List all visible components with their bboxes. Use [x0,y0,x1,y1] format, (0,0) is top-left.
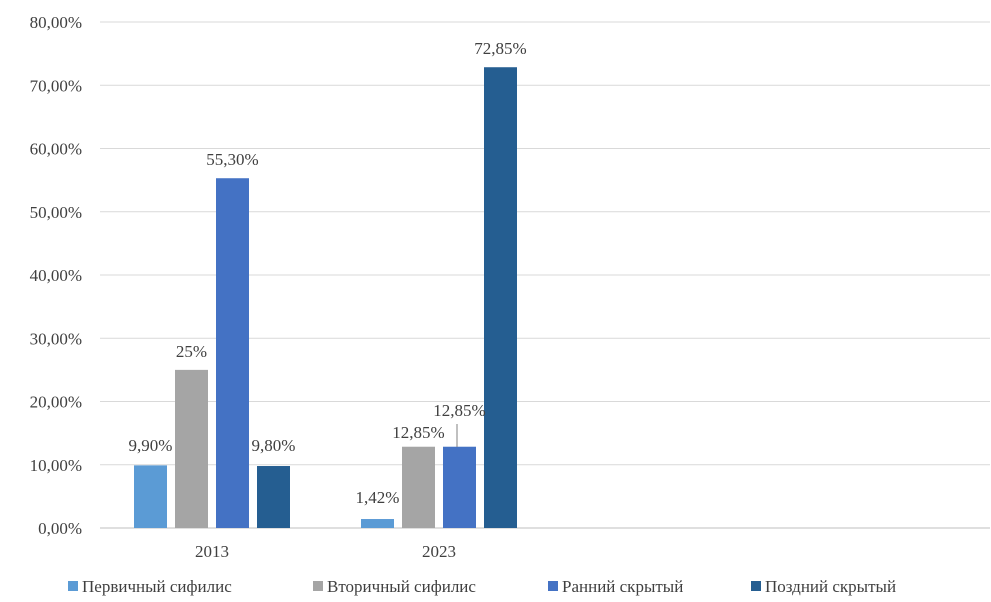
x-category-label: 2023 [422,542,456,561]
bar[interactable] [134,465,167,528]
data-label: 12,85% [392,423,444,442]
bar[interactable] [484,67,517,528]
bar[interactable] [443,446,476,528]
bar[interactable] [216,178,249,529]
data-label: 72,85% [474,39,526,58]
legend-label: Поздний скрытый [765,577,896,596]
data-label: 25% [176,342,207,361]
bar[interactable] [402,446,435,528]
y-tick-label: 30,00% [30,329,82,348]
data-label: 1,42% [356,488,400,507]
data-label: 12,85% [433,401,485,420]
y-tick-label: 0,00% [38,519,82,538]
y-tick-label: 10,00% [30,456,82,475]
bar[interactable] [257,466,290,528]
data-label: 9,80% [252,436,296,455]
bar[interactable] [361,519,394,528]
y-tick-label: 80,00% [30,13,82,32]
legend-swatch [751,581,761,591]
data-label: 9,90% [129,436,173,455]
y-tick-label: 60,00% [30,140,82,159]
legend-swatch [68,581,78,591]
legend-swatch [548,581,558,591]
y-tick-label: 40,00% [30,266,82,285]
y-tick-label: 70,00% [30,76,82,95]
y-tick-label: 20,00% [30,393,82,412]
legend-label: Ранний скрытый [562,577,683,596]
bar[interactable] [175,369,208,528]
data-label: 55,30% [206,150,258,169]
legend-label: Вторичный сифилис [327,577,476,596]
legend-label: Первичный сифилис [82,577,232,596]
y-tick-label: 50,00% [30,203,82,222]
legend-swatch [313,581,323,591]
x-category-label: 2013 [195,542,229,561]
